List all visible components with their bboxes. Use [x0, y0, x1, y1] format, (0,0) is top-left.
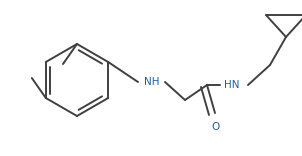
Text: HN: HN: [224, 80, 240, 90]
Text: NH: NH: [144, 77, 160, 87]
Text: O: O: [211, 122, 219, 132]
